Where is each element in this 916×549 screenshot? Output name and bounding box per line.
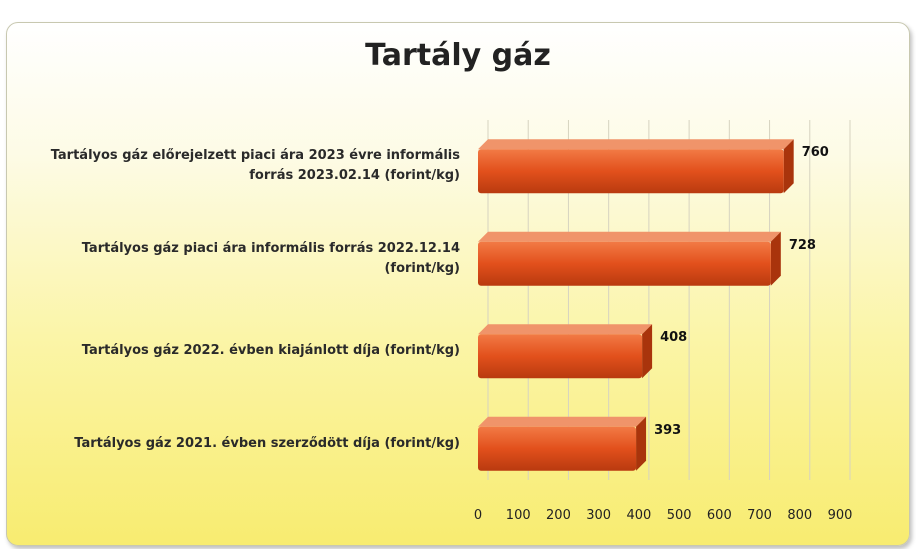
bar-top [478,231,781,242]
bar [478,334,643,379]
x-tick-label: 700 [747,508,772,523]
value-label: 393 [654,422,682,438]
y-tick-label: Tartályos gáz piaci ára informális forrá… [81,240,460,276]
x-tick-label: 500 [666,508,692,523]
x-tick-label: 600 [706,508,732,523]
x-tick-label: 200 [546,508,571,523]
bar [478,241,771,286]
bar-side [783,139,794,194]
y-tick-label: Tartályos gáz előrejelzett piaci ára 202… [50,148,460,184]
x-tick-label: 400 [626,508,652,523]
bar-top [478,324,653,335]
value-label: 728 [788,237,816,253]
y-tick-label: Tartályos gáz 2022. évben kiajánlott díj… [81,343,460,359]
y-tick-label: Tartályos gáz 2021. évben szerződött díj… [74,435,460,451]
bar [478,426,637,471]
x-tick-label: 800 [787,508,813,523]
bar-top [478,139,794,150]
bar-top [478,416,647,427]
chart-title: Tartály gáz [365,38,551,73]
bar-side [770,231,781,286]
value-label: 760 [801,145,829,161]
value-label: 408 [660,330,688,346]
bar [478,149,784,194]
x-tick-label: 0 [473,508,483,523]
bar-side [636,416,647,471]
x-tick-label: 900 [827,508,853,523]
x-tick-label: 100 [505,508,531,523]
bar-side [642,324,653,379]
x-tick-label: 300 [586,508,612,523]
